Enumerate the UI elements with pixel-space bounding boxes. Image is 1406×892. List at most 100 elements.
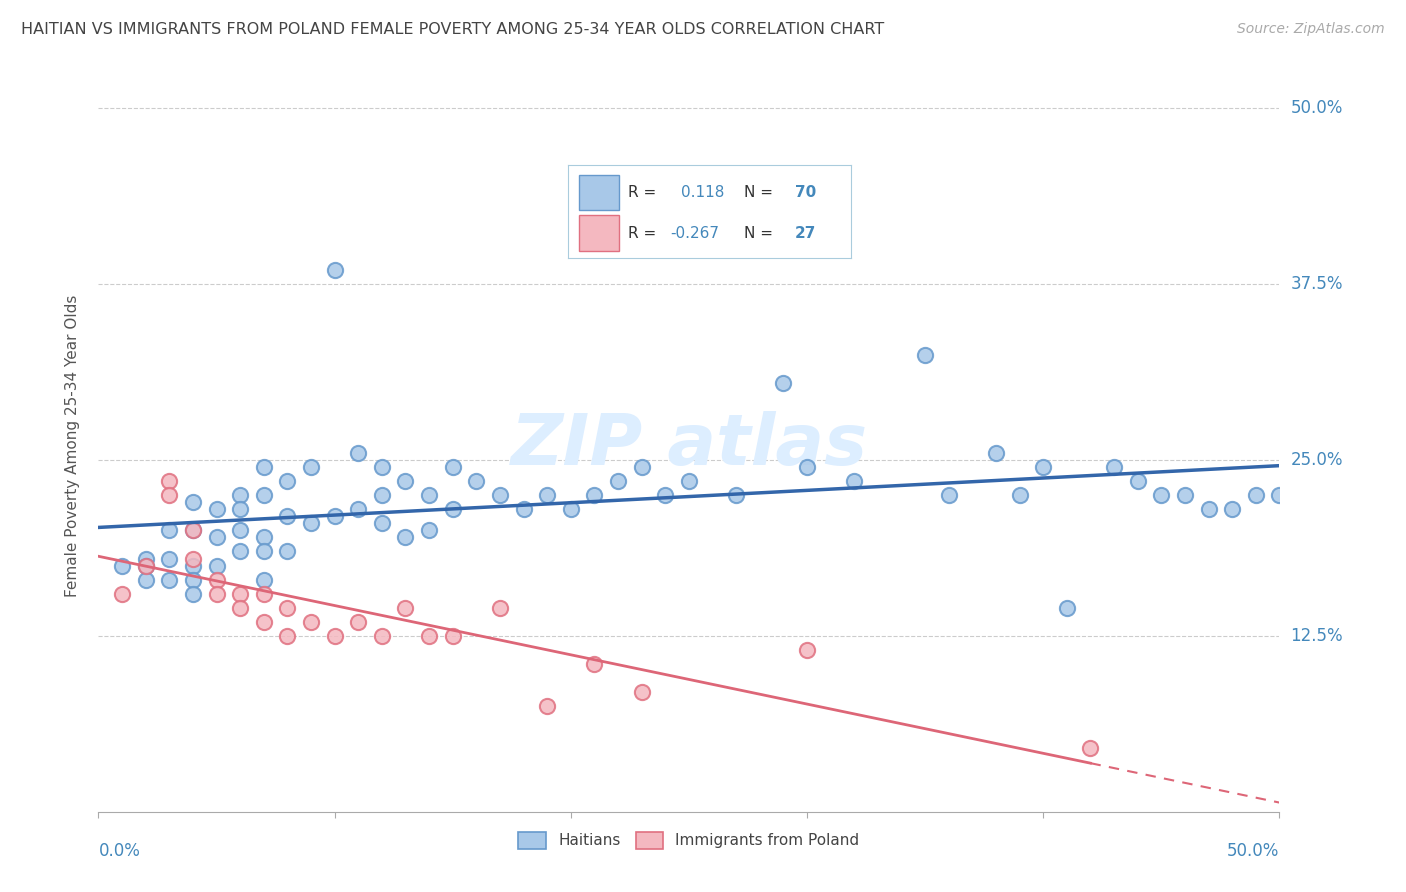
Point (181, 558, 204, 573)
Point (229, 587, 252, 601)
FancyBboxPatch shape (579, 216, 619, 251)
Point (135, 558, 157, 573)
Point (536, 699, 558, 714)
Point (229, 488, 252, 502)
Point (1080, 741, 1102, 756)
Point (205, 587, 228, 601)
Text: 27: 27 (794, 226, 815, 241)
Point (1126, 474, 1149, 488)
Point (984, 446, 1007, 460)
Point (299, 615, 322, 629)
Point (135, 551, 157, 566)
Point (157, 551, 180, 566)
Text: 0.0%: 0.0% (98, 842, 141, 860)
Point (844, 474, 866, 488)
Text: Source: ZipAtlas.com: Source: ZipAtlas.com (1237, 22, 1385, 37)
Point (276, 629, 298, 643)
Point (111, 558, 134, 573)
Point (323, 509, 346, 524)
Point (205, 530, 228, 544)
Point (347, 615, 370, 629)
Point (914, 348, 936, 362)
Point (253, 530, 276, 544)
Point (347, 446, 370, 460)
Point (418, 524, 440, 538)
Point (229, 502, 252, 516)
Point (394, 474, 416, 488)
Point (371, 516, 394, 531)
Point (253, 615, 276, 629)
Point (135, 558, 157, 573)
Point (560, 502, 582, 516)
Point (276, 544, 298, 558)
Point (229, 524, 252, 538)
Point (371, 629, 394, 643)
Point (1032, 460, 1054, 475)
Point (111, 587, 134, 601)
Point (205, 502, 228, 516)
Text: ZIP atlas: ZIP atlas (510, 411, 868, 481)
Point (205, 558, 228, 573)
Point (1056, 600, 1078, 615)
Point (276, 509, 298, 524)
Point (441, 629, 464, 643)
Point (1008, 488, 1031, 502)
Point (796, 643, 818, 657)
Point (441, 502, 464, 516)
Point (181, 524, 204, 538)
Point (253, 488, 276, 502)
Point (938, 488, 960, 502)
Point (229, 544, 252, 558)
Point (465, 474, 488, 488)
Point (1244, 488, 1267, 502)
Point (630, 685, 652, 699)
Point (489, 488, 512, 502)
Point (253, 573, 276, 587)
Legend: Haitians, Immigrants from Poland: Haitians, Immigrants from Poland (512, 825, 866, 855)
Text: 70: 70 (794, 185, 815, 200)
Point (583, 657, 606, 671)
Point (772, 376, 794, 390)
Point (654, 488, 676, 502)
Point (1102, 460, 1125, 475)
Text: 37.5%: 37.5% (1291, 276, 1343, 293)
Point (441, 460, 464, 475)
Point (536, 488, 558, 502)
Point (394, 600, 416, 615)
Point (725, 488, 748, 502)
Point (135, 573, 157, 587)
Point (1198, 502, 1220, 516)
Point (276, 474, 298, 488)
Point (181, 495, 204, 509)
Point (394, 530, 416, 544)
Y-axis label: Female Poverty Among 25-34 Year Olds: Female Poverty Among 25-34 Year Olds (65, 295, 80, 597)
Point (418, 488, 440, 502)
Point (489, 600, 512, 615)
Point (157, 474, 180, 488)
Text: 50.0%: 50.0% (1227, 842, 1279, 860)
Point (181, 573, 204, 587)
Point (181, 524, 204, 538)
Text: N =: N = (744, 185, 773, 200)
Point (181, 587, 204, 601)
Point (583, 488, 606, 502)
Text: 50.0%: 50.0% (1291, 99, 1343, 118)
Point (678, 474, 700, 488)
Point (253, 587, 276, 601)
Text: 0.118: 0.118 (682, 185, 724, 200)
Point (512, 502, 534, 516)
Point (157, 524, 180, 538)
FancyBboxPatch shape (579, 175, 619, 210)
Point (371, 488, 394, 502)
Point (607, 474, 630, 488)
Point (157, 573, 180, 587)
Point (630, 460, 652, 475)
Point (205, 573, 228, 587)
Point (418, 629, 440, 643)
Point (347, 502, 370, 516)
Text: N =: N = (744, 226, 773, 241)
Point (299, 460, 322, 475)
Point (276, 600, 298, 615)
Point (181, 551, 204, 566)
Point (1220, 502, 1243, 516)
